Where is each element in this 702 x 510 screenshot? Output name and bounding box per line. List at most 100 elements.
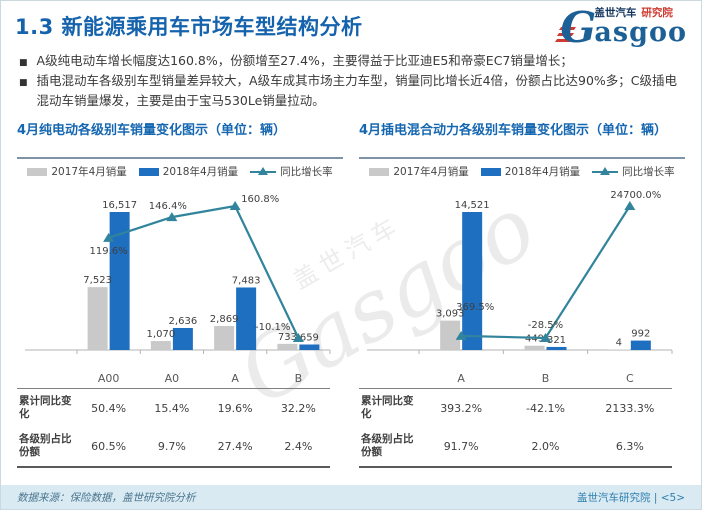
legend-swatch-2018 bbox=[480, 167, 501, 176]
bar-2018-B bbox=[546, 346, 567, 350]
gasgoo-logo-g: G bbox=[555, 6, 596, 48]
bar-label-2017-B: 449 bbox=[525, 334, 544, 345]
page-title: 1.3 新能源乘用车市场车型结构分析 bbox=[15, 15, 363, 39]
category-label-C: C bbox=[587, 370, 672, 389]
summary-cell: 2.4% bbox=[266, 427, 330, 468]
growth-marker-A bbox=[229, 201, 241, 210]
growth-marker-C bbox=[624, 201, 636, 210]
legend-label: 2018年4月销量 bbox=[504, 166, 581, 178]
category-label-A: A bbox=[203, 370, 267, 389]
bar-2017-C bbox=[608, 349, 629, 350]
summary-row-label: 各级别占比份额 bbox=[17, 427, 77, 468]
category-header-row: A00 A0 A B bbox=[17, 370, 330, 389]
legend-item-2017: 2017年4月销量 bbox=[27, 164, 127, 179]
legend-item-growth: 同比增长率 bbox=[250, 164, 333, 179]
growth-label-B: -10.1% bbox=[255, 322, 290, 333]
growth-label-A0: 146.4% bbox=[149, 201, 187, 212]
summary-cell: 2.0% bbox=[503, 427, 588, 468]
logo-chinese-row: 盖世汽车 研究院 bbox=[594, 8, 687, 19]
legend-label: 2017年4月销量 bbox=[393, 166, 469, 178]
chart-title-bev: 4月纯电动各级别车销量变化图示（单位：辆） bbox=[17, 123, 343, 159]
legend-item-2017: 2017年4月销量 bbox=[369, 164, 469, 179]
summary-cell: 32.2% bbox=[280, 401, 316, 415]
bar-label-2017-A: 3,093 bbox=[436, 309, 465, 320]
category-label-A0: A0 bbox=[140, 370, 204, 389]
growth-line bbox=[461, 205, 631, 340]
legend-item-growth: 同比增长率 bbox=[592, 164, 675, 179]
chart-panels: 4月纯电动各级别车销量变化图示（单位：辆） 2017年4月销量 2018年4月销… bbox=[1, 123, 701, 468]
summary-row: 各级别占比份额 91.7% 2.0% 6.3% bbox=[359, 427, 672, 468]
logo-dept: 研究院 bbox=[641, 7, 673, 19]
logo-brand-cn: 盖世汽车 bbox=[594, 7, 637, 19]
key-findings: ■ A级纯电动车增长幅度达160.8%，份额增至27.4%，主要得益于比亚迪E5… bbox=[17, 51, 685, 111]
bar-2018-A00 bbox=[109, 212, 130, 350]
gasgoo-logo: G 盖世汽车 研究院 asgoo bbox=[555, 6, 687, 48]
logo-text-block: 盖世汽车 研究院 asgoo bbox=[594, 8, 687, 46]
phev-bar-line-chart: 3,093 14,521 449 321 4 992 369.5% -28.5% 24700.0… bbox=[367, 190, 673, 354]
growth-marker-B bbox=[540, 333, 551, 342]
footer: 数据来源：保险数据，盖世研究院分析 盖世汽车研究院 | <5> bbox=[1, 485, 701, 509]
summary-cell: 91.7% bbox=[419, 427, 504, 468]
bullet-square-icon: ■ bbox=[19, 58, 28, 68]
bar-label-2017-C: 4 bbox=[616, 338, 622, 349]
corner-cell bbox=[359, 370, 419, 389]
logo-letter-g: G bbox=[560, 2, 597, 52]
bar-label-2018-A00: 16,517 bbox=[102, 200, 137, 211]
bullet-text: 插电混动车各级别车型销量差异较大，A级车成其市场主力车型，销量同比增长近4倍，份… bbox=[36, 73, 678, 108]
bar-2018-A0 bbox=[172, 327, 193, 350]
summary-cell: -42.1% bbox=[526, 401, 565, 415]
bullet-item: ■ 插电混动车各级别车型销量差异较大，A级车成其市场主力车型，销量同比增长近4倍… bbox=[17, 71, 685, 111]
summary-row-label: 各级别占比份额 bbox=[359, 427, 419, 468]
growth-line bbox=[108, 204, 300, 339]
growth-label-A00: 119.6% bbox=[90, 246, 128, 257]
bar-label-2018-C: 992 bbox=[631, 329, 650, 340]
growth-line-icon bbox=[250, 166, 277, 175]
bullet-item: ■ A级纯电动车增长幅度达160.8%，份额增至27.4%，主要得益于比亚迪E5… bbox=[17, 51, 685, 71]
category-label-A00: A00 bbox=[77, 370, 141, 389]
footer-page-label: 盖世汽车研究院 | <5> bbox=[577, 491, 685, 504]
bar-label-2017-A: 2,869 bbox=[210, 314, 239, 325]
summary-row: 累计同比变化 50.4% 15.4% 19.6% 32.2% bbox=[17, 389, 330, 428]
summary-row: 累计同比变化 393.2% -42.1% 2133.3% bbox=[359, 389, 672, 428]
bar-2017-A bbox=[440, 320, 461, 350]
legend-label: 同比增长率 bbox=[280, 166, 333, 178]
summary-cell: 27.4% bbox=[203, 427, 267, 468]
legend-item-2018: 2018年4月销量 bbox=[480, 164, 581, 179]
summary-row-label: 累计同比变化 bbox=[361, 395, 414, 421]
bar-label-2017-A00: 7,523 bbox=[83, 275, 112, 286]
bar-2018-A bbox=[462, 212, 483, 350]
summary-cell: 60.5% bbox=[77, 427, 141, 468]
corner-cell bbox=[17, 370, 77, 389]
summary-cell: 9.7% bbox=[140, 427, 204, 468]
growth-line-icon bbox=[592, 166, 619, 175]
growth-marker-B bbox=[292, 333, 304, 342]
panel-phev-chart: 4月插电混合动力各级别车销量变化图示（单位：辆） 2017年4月销量 2018年… bbox=[359, 123, 685, 468]
category-label-A: A bbox=[419, 370, 504, 389]
growth-label-A: 160.8% bbox=[241, 194, 279, 205]
bar-2018-C bbox=[630, 340, 651, 350]
growth-label-B: -28.5% bbox=[528, 320, 563, 331]
legend-label: 2017年4月销量 bbox=[51, 166, 127, 178]
legend-label: 同比增长率 bbox=[622, 166, 675, 178]
legend-bev: 2017年4月销量 2018年4月销量 同比增长率 bbox=[17, 164, 343, 179]
category-label-B: B bbox=[266, 370, 330, 389]
panel-bev-chart: 4月纯电动各级别车销量变化图示（单位：辆） 2017年4月销量 2018年4月销… bbox=[17, 123, 343, 468]
legend-item-2018: 2018年4月销量 bbox=[138, 164, 239, 179]
bar-2018-B bbox=[299, 344, 320, 350]
bar-label-2018-A: 14,521 bbox=[455, 200, 490, 211]
legend-swatch-2017 bbox=[369, 167, 390, 176]
bar-label-2018-A0: 2,636 bbox=[169, 316, 198, 327]
bar-2017-A0 bbox=[150, 341, 171, 350]
bar-2017-A00 bbox=[87, 287, 108, 350]
data-source-note: 数据来源：保险数据，盖世研究院分析 bbox=[17, 491, 196, 504]
summary-cell: 19.6% bbox=[217, 401, 253, 415]
bar-label-2018-B: 659 bbox=[300, 332, 319, 343]
bev-summary-table: A00 A0 A B 累计同比变化 50.4% 15.4% 19.6% 32.2% 各级别占比份额… bbox=[17, 370, 330, 468]
growth-marker-A0 bbox=[166, 212, 178, 222]
summary-row-label: 累计同比变化 bbox=[19, 395, 72, 421]
summary-cell: 393.2% bbox=[440, 401, 483, 415]
growth-label-A: 369.5% bbox=[456, 302, 494, 313]
legend-label: 2018年4月销量 bbox=[162, 166, 239, 178]
bar-label-2018-B: 321 bbox=[547, 335, 566, 346]
bar-2017-B bbox=[277, 343, 298, 350]
